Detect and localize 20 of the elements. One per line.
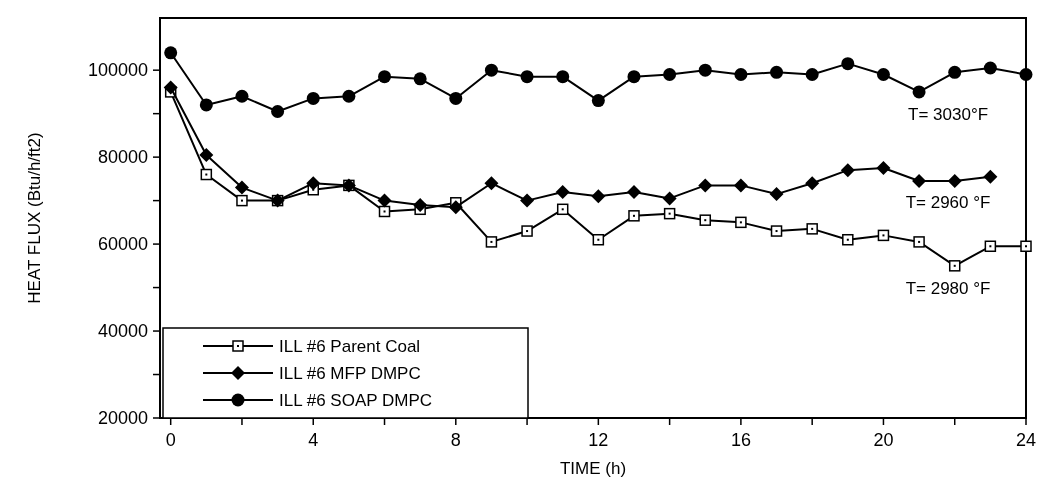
x-tick-label: 0 <box>165 430 176 450</box>
y-tick-label: 40000 <box>97 321 148 342</box>
x-tick-label: 4 <box>308 430 319 450</box>
annotation: T= 3030°F <box>908 105 989 124</box>
x-tick-label: 16 <box>730 430 751 450</box>
legend-label: ILL #6 MFP DMPC <box>279 364 421 383</box>
x-tick-label: 8 <box>450 430 461 450</box>
y-tick-label: 100000 <box>87 60 148 81</box>
y-axis-title: HEAT FLUX (Btu/h/ft2) <box>25 132 44 304</box>
y-tick-label: 80000 <box>97 147 148 168</box>
legend-label: ILL #6 Parent Coal <box>279 337 421 356</box>
x-tick-label: 20 <box>873 430 894 450</box>
x-axis-title: TIME (h) <box>559 459 627 478</box>
x-tick-label: 24 <box>1015 430 1037 450</box>
legend-label: ILL #6 SOAP DMPC <box>279 391 433 410</box>
annotation: T= 2960 °F <box>905 193 991 212</box>
annotation: T= 2980 °F <box>905 279 991 298</box>
y-tick-label: 60000 <box>97 234 148 255</box>
x-tick-label: 12 <box>588 430 609 450</box>
y-tick-label: 20000 <box>97 408 148 428</box>
